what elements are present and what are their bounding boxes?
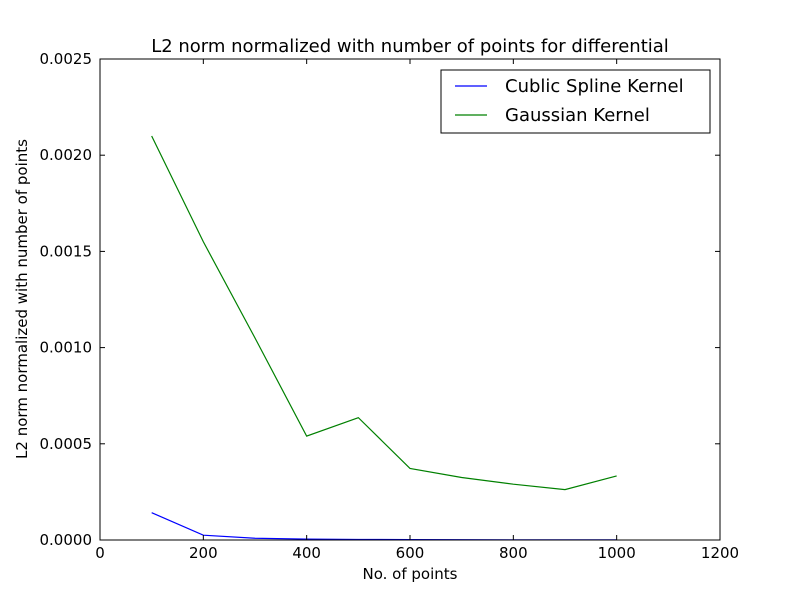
x-tick-label: 400 bbox=[292, 544, 321, 562]
y-tick-label: 0.0020 bbox=[40, 146, 93, 164]
legend-label: Cublic Spline Kernel bbox=[505, 76, 684, 97]
x-tick-label: 1000 bbox=[598, 544, 636, 562]
y-tick-label: 0.0015 bbox=[40, 242, 93, 260]
x-tick-label: 1200 bbox=[701, 544, 739, 562]
y-tick-label: 0.0025 bbox=[40, 50, 93, 68]
y-tick-label: 0.0000 bbox=[40, 531, 93, 549]
y-axis-label: L2 norm normalized with number of points bbox=[13, 139, 31, 459]
legend: Cublic Spline Kernel Gaussian Kernel bbox=[440, 69, 711, 134]
x-tick-label: 600 bbox=[396, 544, 425, 562]
y-tick-label: 0.0005 bbox=[40, 435, 93, 453]
legend-box bbox=[440, 69, 711, 134]
chart-title: L2 norm normalized with number of points… bbox=[151, 36, 669, 57]
x-tick-label: 200 bbox=[189, 544, 218, 562]
x-tick-label: 800 bbox=[499, 544, 528, 562]
legend-label: Gaussian Kernel bbox=[505, 105, 650, 126]
axis-ticks: 0 200 400 600 800 1000 1200 0.0000 0.0005 0.0010 0… bbox=[40, 50, 740, 562]
x-tick-label: 0 bbox=[95, 544, 105, 562]
y-tick-label: 0.0010 bbox=[40, 339, 93, 357]
series-line-1 bbox=[151, 512, 617, 541]
x-axis-label: No. of points bbox=[363, 565, 458, 583]
series-line-2 bbox=[151, 135, 617, 491]
